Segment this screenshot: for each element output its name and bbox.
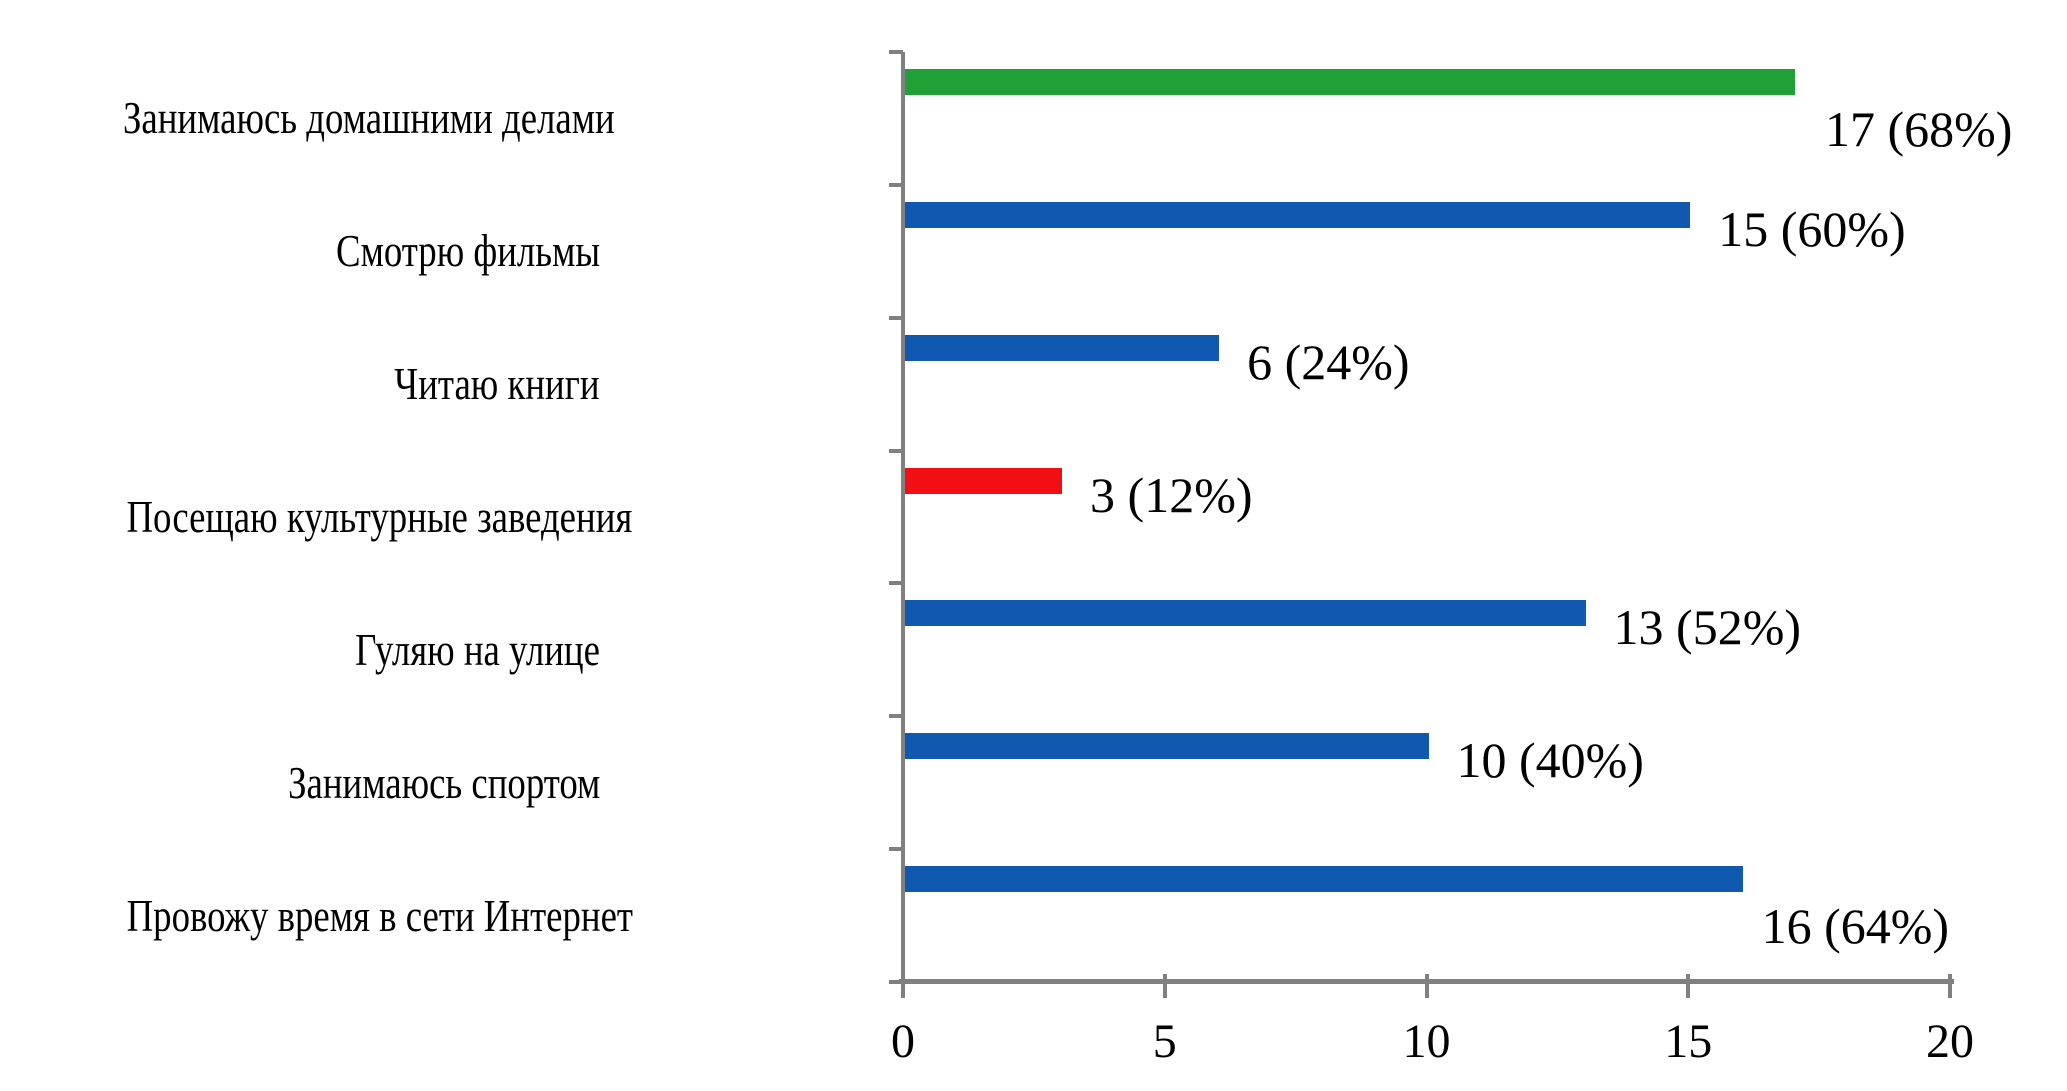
bar (905, 334, 1220, 361)
bar (905, 69, 1795, 95)
y-tick (889, 581, 903, 586)
category-label: Провожу время в сети Интернет (0, 888, 633, 944)
x-tick-label: 15 (1664, 1015, 1713, 1068)
y-tick (889, 182, 903, 187)
category-label-text: Занимаюсь домашними делами (122, 92, 615, 144)
category-label: Занимаюсь спортом (0, 755, 600, 811)
value-label: 3 (12%) (1090, 466, 1253, 523)
value-label: 15 (60%) (1718, 200, 1906, 257)
value-label: 17 (68%) (1824, 101, 2013, 157)
bar (905, 866, 1743, 893)
bar (905, 600, 1586, 627)
category-label-text: Смотрю фильмы (335, 225, 600, 277)
x-tick (1948, 974, 1952, 998)
category-label-text: Гуляю на улице (355, 623, 600, 675)
y-tick (889, 50, 903, 54)
value-label: 10 (40%) (1456, 732, 1644, 789)
x-tick (1424, 974, 1429, 998)
category-label-text: Провожу время в сети Интернет (126, 889, 633, 941)
category-label-text: Читаю книги (394, 358, 600, 410)
value-label: 16 (64%) (1761, 898, 1950, 955)
category-label: Смотрю фильмы (0, 223, 600, 279)
y-tick (889, 448, 903, 453)
y-tick (889, 315, 903, 320)
value-label: 6 (24%) (1247, 333, 1410, 390)
x-tick (1686, 974, 1691, 998)
bar (905, 733, 1429, 760)
category-label: Гуляю на улице (0, 622, 600, 678)
y-tick (889, 980, 903, 984)
category-label-text: Занимаюсь спортом (287, 756, 600, 808)
category-label: Читаю книги (0, 356, 600, 412)
x-tick-label: 10 (1402, 1015, 1451, 1068)
x-tick (901, 974, 905, 998)
bar (905, 201, 1691, 228)
category-label: Занимаюсь домашними делами (0, 90, 615, 146)
bar (905, 467, 1063, 494)
y-tick (889, 714, 903, 719)
x-tick-label: 20 (1926, 1015, 1974, 1068)
y-tick (889, 847, 903, 852)
category-label: Посещаю культурные заведения (0, 489, 632, 545)
category-label-text: Посещаю культурные заведения (126, 491, 633, 542)
value-label: 13 (52%) (1613, 599, 1801, 656)
x-tick-label: 5 (1152, 1015, 1177, 1068)
y-axis-line (901, 52, 905, 982)
x-tick (1162, 974, 1167, 998)
x-tick-label: 0 (891, 1015, 915, 1068)
